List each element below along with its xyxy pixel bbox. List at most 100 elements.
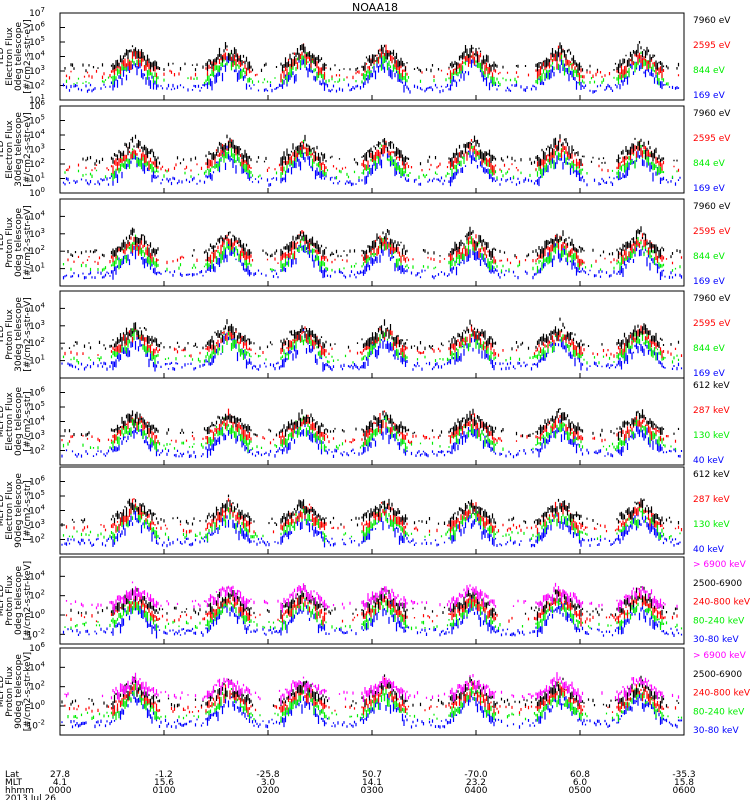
y-axis-label-line: [#/cm2-s-str] [23, 480, 33, 540]
series-3 [65, 588, 678, 627]
y-axis-label-line: [#/cm2-s-str-keV] [23, 652, 33, 731]
x-tick-lat: -25.8 [256, 770, 280, 780]
x-tick-mlt: 6.0 [573, 778, 588, 788]
series-3 [62, 503, 681, 543]
legend-entry: 80-240 keV [693, 616, 745, 626]
legend-entry: 7960 eV [693, 109, 731, 119]
series-1 [64, 408, 680, 441]
series-marks [64, 408, 680, 441]
legend-entry: 130 keV [693, 431, 730, 441]
y-axis-label-line: 0deg telescope [14, 566, 24, 636]
x-row-label: hhmm [5, 786, 34, 796]
legend-entry: 2500-6900 [693, 670, 742, 680]
y-axis-label-line: TED [0, 233, 6, 252]
y-axis-label-line: TED [0, 140, 6, 159]
x-tick-hhmm: 0300 [361, 786, 384, 796]
series-2 [67, 230, 683, 268]
y-axis-label-line: 0deg telescope [14, 22, 24, 92]
y-axis-label: TED Electron Flux 30deg telescope [#/cm2-s-… [0, 112, 33, 187]
x-tick-mlt: 15.6 [154, 778, 174, 788]
y-axis-label: TED Proton Flux 30deg telescope [#/cm2-s-st… [0, 297, 33, 372]
legend-entry: 130 keV [693, 520, 730, 530]
legend-entry: 612 keV [693, 470, 730, 480]
series-marks [65, 498, 683, 534]
series-marks [65, 581, 678, 613]
x-tick-hhmm: 0200 [257, 786, 280, 796]
legend-entry: 2595 eV [693, 319, 731, 329]
series-4 [67, 682, 683, 723]
x-tick-lat: -70.0 [464, 770, 488, 780]
y-axis-label-line: [#/cm2-s-str-eV] [23, 297, 33, 372]
legend-entry: 612 keV [693, 381, 730, 391]
legend-entry: 169 eV [693, 91, 726, 101]
x-tick-lat: 27.8 [50, 770, 70, 780]
y-axis-label-line: Proton Flux [5, 309, 15, 360]
x-tick-hhmm: 0600 [673, 786, 696, 796]
series-marks [62, 327, 680, 365]
panel-frame [59, 466, 685, 555]
x-tick-lat: 50.7 [362, 770, 382, 780]
series-2 [65, 138, 680, 176]
series-5 [61, 686, 683, 729]
y-axis-label-line: 90deg telescope [14, 654, 24, 729]
legend-entry: 287 keV [693, 406, 730, 416]
legend-entry: 169 eV [693, 184, 726, 194]
x-row-label: MLT [5, 778, 23, 788]
series-1 [61, 494, 680, 527]
x-row-label: Lat [5, 770, 20, 780]
series-1 [65, 581, 678, 613]
series-1 [82, 134, 678, 168]
series-2 [64, 324, 683, 359]
series-marks [67, 226, 681, 261]
y-axis-label-line: [#/cm2-s-str-keV] [23, 561, 33, 640]
series-marks [61, 317, 680, 351]
series-2 [65, 498, 683, 534]
series-1 [61, 317, 680, 351]
legend-entry: 844 eV [693, 159, 726, 169]
chart-title: NOAA18 [351, 1, 399, 14]
x-tick-hhmm: 0400 [465, 786, 488, 796]
series-marks [62, 503, 681, 543]
y-axis-label-line: Proton Flux [5, 666, 15, 717]
y-tick-label: 100 [29, 186, 45, 199]
y-axis-label: TED Proton Flux 0deg telescope [#/cm2-s-str… [0, 205, 33, 280]
x-tick-lat: -35.3 [672, 770, 695, 780]
x-tick-mlt: 14.1 [362, 778, 382, 788]
series-1 [67, 226, 681, 261]
x-tick-mlt: 3.0 [261, 778, 276, 788]
y-axis-label-line: 30deg telescope [14, 112, 24, 187]
y-tick-label: 107 [29, 6, 45, 19]
series-marks [64, 672, 680, 705]
legend-entry: 2595 eV [693, 41, 731, 51]
series-marks [64, 324, 683, 359]
legend-entry: 40 keV [693, 545, 725, 555]
legend-entry: 7960 eV [693, 202, 731, 212]
y-axis-label-line: 30deg telescope [14, 297, 24, 372]
y-axis-label-line: [#/cm2-s-str-eV] [23, 19, 33, 94]
series-marks [65, 138, 680, 176]
legend-entry: 7960 eV [693, 294, 731, 304]
y-axis-label-line: 90deg telescope [14, 473, 24, 548]
y-axis-label-line: Electron Flux [5, 392, 15, 451]
y-axis-label: MEPED Proton Flux 90deg telescope [#/cm2-s-… [0, 652, 33, 731]
series-1 [64, 672, 680, 705]
legend-entry: 240-800 keV [693, 689, 750, 699]
series-marks [61, 494, 680, 527]
y-axis-label-line: MEPED [0, 495, 6, 527]
y-axis-label-line: Electron Flux [5, 481, 15, 540]
panel-frame [59, 105, 685, 194]
series-marks [64, 41, 680, 74]
y-axis-label-line: TED [0, 325, 6, 344]
legend-entry: 30-80 keV [693, 635, 739, 645]
panel-frame [59, 377, 685, 466]
x-tick-mlt: 15.8 [674, 778, 694, 788]
y-axis-label-line: [#/cm2-s-str] [23, 391, 33, 451]
legend-entry: 2595 eV [693, 227, 731, 237]
x-tick-hhmm: 0000 [49, 786, 72, 796]
x-tick-mlt: 23.2 [466, 778, 486, 788]
legend-entry: 287 keV [693, 495, 730, 505]
